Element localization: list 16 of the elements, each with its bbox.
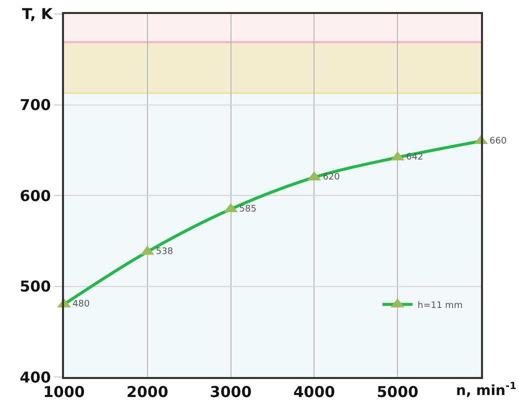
data-label: 585: [239, 204, 256, 214]
x-tick-label: 5000: [376, 383, 418, 401]
y-tick-label: 500: [20, 278, 51, 296]
x-tick-label: 3000: [210, 383, 252, 401]
data-label: 538: [156, 247, 174, 258]
y-tick-label: 700: [20, 96, 51, 114]
data-label: 620: [322, 172, 340, 183]
x-tick-label: 2000: [126, 383, 168, 401]
x-axis-title: n, min$^{-1}$: [456, 381, 517, 399]
data-label: 660: [490, 136, 507, 146]
x-tick-label: 4000: [293, 383, 336, 401]
legend-label: h=11 mm: [417, 300, 463, 311]
data-label: 642: [406, 152, 424, 163]
y-tick-label: 600: [20, 186, 51, 205]
data-label: 480: [72, 300, 90, 310]
y-axis-title: T, K: [22, 5, 54, 23]
